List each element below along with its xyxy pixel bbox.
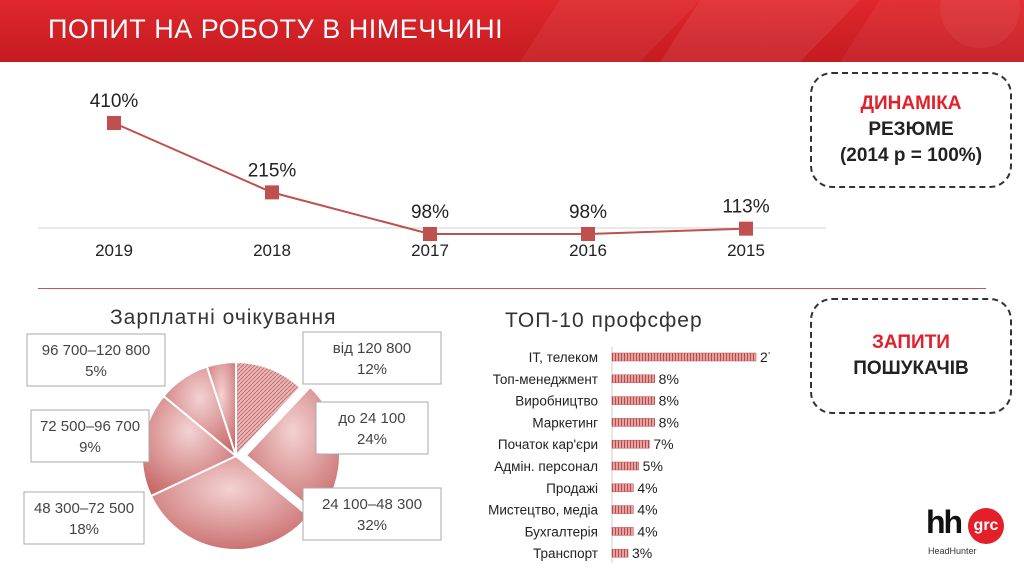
bar-data-label: 8% bbox=[659, 414, 679, 430]
bar-chart: IT, телеком 27% Топ-менеджмент 8% Виробництв… bbox=[488, 347, 770, 564]
banner-decoration bbox=[520, 0, 1024, 62]
x-tick-label: 2017 bbox=[411, 241, 449, 260]
line-data-label: 410% bbox=[90, 91, 139, 112]
x-tick-label: 2016 bbox=[569, 241, 607, 260]
x-tick-label: 2019 bbox=[95, 241, 133, 260]
page-title: ПОПИТ НА РОБОТУ В НІМЕЧЧИНІ bbox=[48, 14, 504, 44]
dynamics-callout: ДИНАМІКА РЕЗЮМЕ (2014 р = 100%) bbox=[810, 72, 1012, 188]
bar-category-label: Бухгалтерія bbox=[525, 524, 598, 539]
bar bbox=[611, 527, 634, 536]
bar-data-label: 8% bbox=[659, 371, 679, 387]
line-data-label: 98% bbox=[569, 202, 607, 223]
section-divider bbox=[38, 288, 986, 289]
requests-line2: ПОШУКАЧІВ bbox=[853, 358, 969, 379]
bar-category-label: Адмін. персонал bbox=[494, 459, 598, 474]
pie-label-pct: 24% bbox=[357, 431, 387, 448]
pie-label-box bbox=[23, 491, 145, 545]
pie-slice bbox=[235, 360, 302, 459]
pie-chart: від 120 800 12% до 24 100 24% 24 100–48 300 3… bbox=[23, 331, 442, 551]
pie-title: Зарплатні очікування bbox=[110, 306, 337, 329]
pie-label-pct: 9% bbox=[79, 439, 101, 456]
bar-data-label: 4% bbox=[637, 523, 657, 539]
line-marker bbox=[581, 227, 595, 241]
bar-data-label: 3% bbox=[632, 545, 652, 561]
bar-category-label: Маркетинг bbox=[532, 415, 598, 430]
line-marker bbox=[739, 221, 753, 236]
bar bbox=[611, 505, 634, 514]
pie-slice bbox=[149, 454, 310, 551]
dynamics-line1: ДИНАМІКА bbox=[860, 93, 962, 114]
requests-callout: ЗАПИТИ ПОШУКАЧІВ bbox=[810, 298, 1012, 414]
bar bbox=[611, 548, 629, 558]
bar-data-label: 7% bbox=[653, 436, 673, 452]
bar-category-label: IT, телеком bbox=[529, 350, 598, 365]
logo-subtitle: HeadHunter bbox=[928, 546, 977, 556]
bar-data-label: 4% bbox=[637, 502, 657, 518]
requests-line1: ЗАПИТИ bbox=[872, 332, 950, 353]
logo-mark: hh bbox=[926, 504, 963, 540]
pie-label-96700-120800: 96 700–120 800 bbox=[42, 342, 150, 359]
bar-data-label: 27% bbox=[760, 349, 770, 365]
pie-label-box bbox=[30, 409, 150, 463]
bar-data-label: 8% bbox=[659, 393, 679, 409]
bar-category-label: Продажі bbox=[546, 481, 598, 496]
bar-title: ТОП-10 профсфер bbox=[505, 309, 703, 332]
bar-category-label: Топ-менеджмент bbox=[493, 372, 598, 387]
pie-label-48300-72500: 48 300–72 500 bbox=[34, 500, 134, 517]
logo-badge: grc bbox=[968, 508, 1004, 544]
pie-label-box bbox=[315, 401, 429, 455]
bar-category-label: Мистецтво, медіа bbox=[488, 503, 598, 518]
bar bbox=[611, 483, 634, 493]
bar-category-label: Початок кар'єри bbox=[498, 437, 598, 452]
pie-label-from-120800: від 120 800 bbox=[333, 340, 411, 357]
bar bbox=[611, 439, 650, 449]
header-banner: ПОПИТ НА РОБОТУ В НІМЕЧЧИНІ bbox=[0, 0, 1024, 62]
bar-data-label: 5% bbox=[643, 458, 663, 474]
pie-label-box bbox=[302, 487, 442, 541]
x-tick-label: 2018 bbox=[253, 241, 291, 260]
headhunter-logo: hh grc HeadHunter bbox=[926, 504, 1014, 564]
pie-label-to-24100: до 24 100 bbox=[338, 410, 405, 427]
line-data-label: 98% bbox=[411, 202, 449, 223]
pie-label-pct: 12% bbox=[357, 361, 387, 378]
pie-label-pct: 5% bbox=[85, 363, 107, 380]
pie-label-box bbox=[302, 331, 442, 385]
pie-label-box bbox=[26, 333, 166, 387]
dynamics-line2: РЕЗЮМЕ bbox=[868, 119, 954, 140]
pie-label-24100-48300: 24 100–48 300 bbox=[322, 496, 422, 513]
line-marker bbox=[423, 227, 437, 241]
bar-category-label: Виробництво bbox=[515, 394, 598, 409]
pie-label-72500-96700: 72 500–96 700 bbox=[40, 418, 140, 435]
bar-data-label: 4% bbox=[637, 480, 657, 496]
pie-label-pct: 32% bbox=[357, 517, 387, 534]
line-marker bbox=[265, 185, 279, 200]
bar bbox=[611, 352, 757, 362]
line-data-label: 113% bbox=[722, 197, 769, 218]
bar bbox=[611, 461, 639, 471]
bar bbox=[611, 418, 655, 427]
bar-category-label: Транспорт bbox=[533, 546, 598, 561]
line-data-label: 215% bbox=[248, 160, 297, 181]
bar bbox=[611, 396, 655, 405]
dynamics-line3: (2014 р = 100%) bbox=[839, 145, 983, 166]
line-marker bbox=[107, 116, 121, 130]
pie-slice bbox=[205, 360, 237, 457]
bar bbox=[611, 374, 655, 384]
line-chart: 410% 2019 215% 2018 98% 2017 98% 2016 113% 2015 bbox=[38, 91, 826, 260]
x-tick-label: 2015 bbox=[727, 241, 765, 260]
pie-label-pct: 18% bbox=[69, 521, 99, 538]
